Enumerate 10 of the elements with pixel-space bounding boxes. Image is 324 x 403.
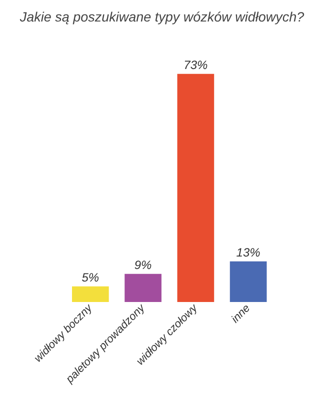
bar bbox=[72, 286, 109, 302]
data-label: 73% bbox=[184, 58, 208, 72]
data-label: 9% bbox=[134, 258, 152, 272]
bar bbox=[230, 261, 267, 302]
x-tick-label: inne bbox=[229, 302, 253, 326]
bar bbox=[177, 74, 214, 302]
chart-title: Jakie są poszukiwane typy wózków widłowych? bbox=[18, 10, 305, 24]
data-label: 5% bbox=[82, 270, 100, 284]
data-label: 13% bbox=[236, 245, 261, 260]
bar bbox=[124, 274, 162, 302]
